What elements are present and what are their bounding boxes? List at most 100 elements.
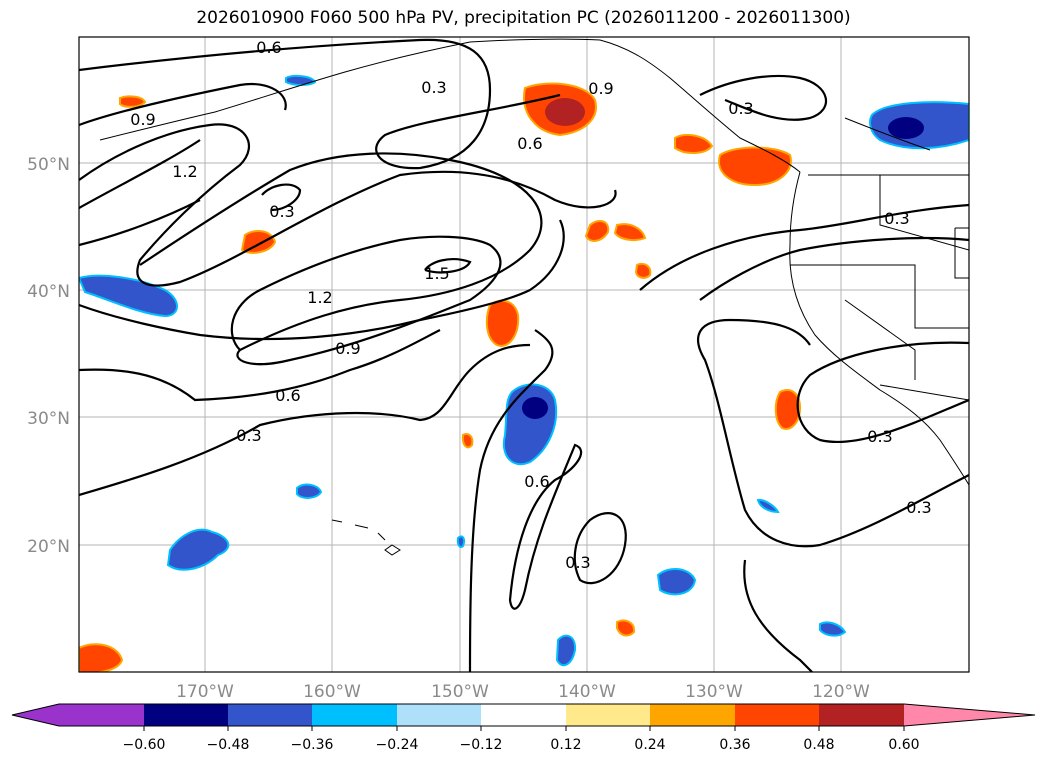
precip-positive-small-2 — [240, 229, 277, 254]
lat-label-20n: 20°N — [27, 537, 70, 557]
longitude-labels: 170°W 160°W 150°W 140°W 130°W 120°W — [176, 682, 870, 702]
lon-label-160w: 160°W — [303, 682, 361, 702]
contour-label-0.3-h: 0.3 — [906, 498, 931, 517]
lon-label-150w: 150°W — [431, 682, 489, 702]
contour-label-1.5: 1.5 — [424, 264, 449, 283]
contour-1.5 — [424, 258, 472, 274]
colorbar-ticks — [143, 726, 905, 731]
colorbar-extend-max — [904, 704, 1035, 726]
border-states-3 — [844, 299, 916, 380]
coastline-hawaii — [331, 519, 401, 556]
contour-label-0.6-a: 0.6 — [256, 38, 281, 57]
border-states-2 — [879, 175, 969, 251]
colorbar-segment — [228, 704, 312, 726]
contour-label-0.9-b: 0.9 — [335, 339, 360, 358]
colorbar-tick-label: 0.60 — [888, 737, 919, 753]
contour-labels: 0.6 0.3 0.9 1.2 0.3 1.2 1.5 0.9 0.6 0.3 … — [130, 38, 931, 572]
contour-label-0.3-f: 0.3 — [884, 209, 909, 228]
contour-label-0.6-d: 0.6 — [524, 472, 549, 491]
lat-label-40n: 40°N — [27, 282, 70, 302]
precip-max-gulf-alaska — [545, 98, 585, 126]
contour-0.3-alaska — [699, 74, 828, 121]
coastline-aleutians — [99, 41, 471, 141]
contour-0.6-trough — [508, 443, 583, 610]
colorbar-segment — [144, 704, 228, 726]
precip-negative-south — [656, 568, 697, 596]
lon-label-120w: 120°W — [812, 682, 870, 702]
border-states-4 — [954, 227, 969, 279]
contour-1.2-west — [79, 139, 201, 247]
contour-0.3-northeast — [639, 203, 969, 291]
contour-0.3-east — [699, 236, 969, 301]
contour-label-0.6-c: 0.6 — [517, 134, 542, 153]
contour-0.9-northwest — [79, 82, 287, 127]
precip-positive-small-4 — [613, 223, 647, 242]
precip-positive-small-3 — [584, 219, 610, 242]
contour-label-0.3-d: 0.3 — [728, 99, 753, 118]
contour-0.3-loop — [261, 183, 302, 212]
contour-1.2-inner — [230, 235, 502, 366]
colorbar-tick-label: −0.24 — [376, 737, 419, 753]
colorbar-tick-label: 0.36 — [719, 737, 750, 753]
colorbar-tick-label: 0.48 — [803, 737, 834, 753]
pv-contours — [79, 38, 969, 672]
contour-label-0.3-c: 0.3 — [236, 426, 261, 445]
contour-label-0.3-b: 0.3 — [269, 202, 294, 221]
contour-0.3-southeast — [743, 559, 813, 672]
colorbar-tick-label: −0.36 — [291, 737, 334, 753]
contour-0.9-south — [79, 219, 565, 341]
contour-label-1.2-b: 1.2 — [307, 288, 332, 307]
map-background — [79, 37, 969, 672]
colorbar-tick-label: −0.12 — [460, 737, 503, 753]
precip-positive-california — [774, 389, 802, 430]
precip-positive-central — [485, 299, 520, 347]
map-frame — [78, 36, 970, 673]
precip-positive-small-8 — [616, 619, 636, 637]
precip-negative-small-6 — [456, 535, 466, 548]
latitude-labels: 50°N 40°N 30°N 20°N — [27, 155, 70, 557]
map-panel: 0.6 0.3 0.9 1.2 0.3 1.2 1.5 0.9 0.6 0.3 … — [78, 36, 970, 673]
contour-label-1.2-a: 1.2 — [172, 162, 197, 181]
colorbar-segment — [481, 704, 566, 726]
colorbar-tick-label: 0.12 — [550, 737, 581, 753]
colorbar-tick-label: 0.24 — [634, 737, 665, 753]
colorbar-segment — [735, 704, 819, 726]
contour-0.3-california — [796, 341, 969, 444]
precip-positive-small-1 — [674, 133, 714, 154]
precip-positive-small-5 — [634, 262, 652, 279]
precip-min-central — [522, 397, 548, 419]
contour-0.6-south — [79, 329, 441, 402]
precip-negative-hawaii-west — [166, 528, 230, 571]
precip-negative-small-2 — [296, 483, 323, 499]
precip-min-northeast — [888, 117, 924, 139]
map-title: 2026010900 F060 500 hPa PV, precipitatio… — [196, 8, 851, 28]
precipitation-shading — [79, 74, 969, 672]
colorbar-segment — [650, 704, 735, 726]
contour-0.3-subtropics — [697, 318, 969, 548]
contour-label-0.9-a: 0.9 — [130, 110, 155, 129]
border-states-1 — [790, 264, 969, 329]
colorbar-segment — [566, 704, 650, 726]
colorbar-segment — [397, 704, 481, 726]
coastline-alaska-bc — [469, 38, 801, 173]
contour-label-0.6-b: 0.6 — [275, 386, 300, 405]
colorbar-segment — [59, 704, 144, 726]
lat-label-30n: 30°N — [27, 409, 70, 429]
contour-label-0.3-a: 0.3 — [421, 78, 446, 97]
colorbar-tick-label: −0.48 — [207, 737, 250, 753]
lon-label-130w: 130°W — [685, 682, 743, 702]
colorbar-segment — [819, 704, 904, 726]
precip-positive-bc-coast — [718, 146, 792, 187]
lon-label-170w: 170°W — [176, 682, 234, 702]
contour-0.9-main — [79, 123, 617, 287]
contour-0.3-trough — [468, 329, 554, 672]
precip-negative-small-5 — [756, 498, 780, 514]
contour-0.3-southwest — [79, 343, 531, 497]
lat-label-50n: 50°N — [27, 155, 70, 175]
border-us-mexico — [879, 384, 969, 401]
colorbar-extend-min — [12, 704, 59, 726]
colorbar: −0.60 −0.48 −0.36 −0.24 −0.12 0.12 0.24 … — [11, 703, 1036, 753]
colorbar-tick-label: −0.60 — [123, 737, 166, 753]
contour-0.3-loop-south — [573, 512, 627, 585]
